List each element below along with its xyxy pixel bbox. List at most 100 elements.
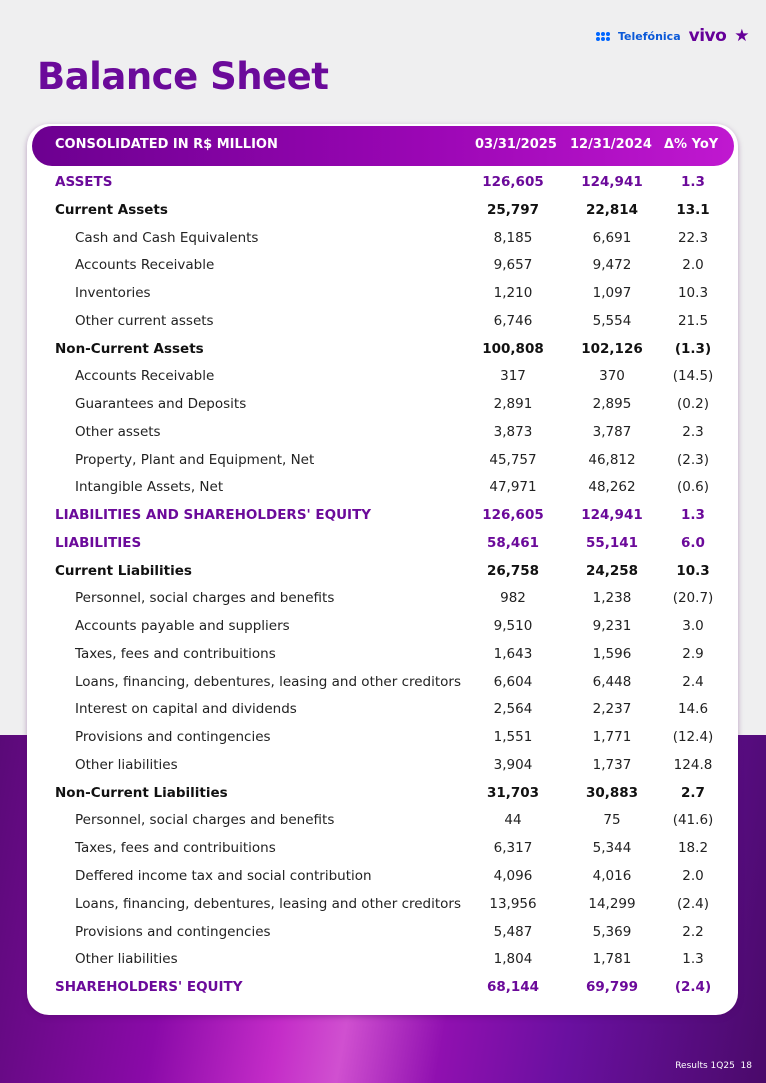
table-row: Other liabilities 3,904 1,737 124.8 xyxy=(27,753,738,779)
table-row: Non-Current Assets 100,808 102,126 (1.3) xyxy=(27,337,738,363)
value-yoy: (1.3) xyxy=(674,340,712,357)
table-row: Non-Current Liabilities 31,703 30,883 2.7 xyxy=(27,781,738,807)
row-label: Intangible Assets, Net xyxy=(75,479,224,496)
telefonica-logo-icon xyxy=(596,31,610,41)
value-03-31-2025: 31,703 xyxy=(486,784,540,801)
value-12-31-2024: 30,883 xyxy=(585,784,639,801)
table-row: Loans, financing, debentures, leasing an… xyxy=(27,892,738,918)
value-03-31-2025: 13,956 xyxy=(489,895,537,912)
row-label: Property, Plant and Equipment, Net xyxy=(75,451,315,468)
table-row: Other current assets 6,746 5,554 21.5 xyxy=(27,309,738,335)
row-label: Other current assets xyxy=(75,312,214,329)
table-row: LIABILITIES AND SHAREHOLDERS' EQUITY 126,… xyxy=(27,503,738,529)
table-row: Loans, financing, debentures, leasing an… xyxy=(27,670,738,696)
value-yoy: 2.0 xyxy=(682,257,704,274)
table-row: Inventories 1,210 1,097 10.3 xyxy=(27,281,738,307)
value-12-31-2024: 1,596 xyxy=(592,645,632,662)
header-col-2: 12/31/2024 xyxy=(570,137,652,152)
table-row: Accounts Receivable 9,657 9,472 2.0 xyxy=(27,253,738,279)
value-03-31-2025: 58,461 xyxy=(486,534,540,551)
row-label: Non-Current Liabilities xyxy=(55,784,228,801)
row-label: Personnel, social charges and benefits xyxy=(75,590,335,607)
value-03-31-2025: 6,604 xyxy=(493,673,533,690)
value-12-31-2024: 2,895 xyxy=(592,396,632,413)
row-label: Inventories xyxy=(75,285,151,302)
value-12-31-2024: 1,238 xyxy=(592,590,632,607)
vivo-logo-text: vivo xyxy=(688,26,727,46)
value-12-31-2024: 46,812 xyxy=(588,451,636,468)
row-label: Other liabilities xyxy=(75,951,178,968)
row-label: Provisions and contingencies xyxy=(75,923,271,940)
value-yoy: 2.4 xyxy=(682,673,704,690)
value-03-31-2025: 25,797 xyxy=(486,201,540,218)
row-label: Cash and Cash Equivalents xyxy=(75,229,259,246)
value-12-31-2024: 22,814 xyxy=(585,201,639,218)
value-12-31-2024: 1,097 xyxy=(592,285,632,302)
logo: Telefónica vivo ★ xyxy=(596,26,750,46)
table-row: Guarantees and Deposits 2,891 2,895 (0.2) xyxy=(27,392,738,418)
value-12-31-2024: 14,299 xyxy=(588,895,636,912)
value-yoy: (0.2) xyxy=(676,396,709,413)
value-03-31-2025: 982 xyxy=(500,590,526,607)
row-label: Deffered income tax and social contribut… xyxy=(75,868,372,884)
value-yoy: 2.7 xyxy=(681,784,705,801)
value-12-31-2024: 1,737 xyxy=(592,756,632,773)
row-label: Provisions and contingencies xyxy=(75,729,271,746)
row-label: LIABILITIES xyxy=(55,534,142,551)
value-yoy: (2.3) xyxy=(676,451,709,468)
value-03-31-2025: 317 xyxy=(500,368,526,385)
footer-text: Results 1Q25 xyxy=(675,1061,735,1071)
value-03-31-2025: 2,891 xyxy=(493,396,533,413)
row-label: ASSETS xyxy=(55,174,113,190)
table-header: CONSOLIDATED IN R$ MILLION 03/31/2025 12… xyxy=(32,126,734,166)
value-03-31-2025: 126,605 xyxy=(482,174,544,190)
value-yoy: 18.2 xyxy=(677,840,709,857)
value-03-31-2025: 1,210 xyxy=(493,285,533,302)
table-row: Current Assets 25,797 22,814 13.1 xyxy=(27,198,738,224)
value-yoy: 2.3 xyxy=(682,423,704,440)
value-12-31-2024: 124,941 xyxy=(581,174,643,190)
value-12-31-2024: 55,141 xyxy=(585,534,639,551)
value-yoy: 6.0 xyxy=(681,534,705,551)
value-12-31-2024: 24,258 xyxy=(585,562,639,579)
value-12-31-2024: 102,126 xyxy=(581,340,643,357)
row-label: Interest on capital and dividends xyxy=(75,701,297,718)
table-row: Personnel, social charges and benefits 98… xyxy=(27,586,738,612)
value-yoy: 10.3 xyxy=(677,285,709,302)
table-row: Personnel, social charges and benefits 44… xyxy=(27,808,738,834)
row-label: SHAREHOLDERS' EQUITY xyxy=(55,979,243,996)
row-label: Loans, financing, debentures, leasing an… xyxy=(75,895,462,912)
value-03-31-2025: 1,804 xyxy=(493,951,533,968)
value-yoy: (2.4) xyxy=(674,979,712,996)
value-03-31-2025: 100,808 xyxy=(482,340,544,357)
telefonica-logo-text: Telefónica xyxy=(618,29,681,43)
row-label: Accounts Receivable xyxy=(75,257,215,274)
value-12-31-2024: 5,369 xyxy=(592,923,632,940)
page-number: 18 xyxy=(740,1061,752,1071)
value-03-31-2025: 1,551 xyxy=(493,729,533,746)
vivo-person-icon: ★ xyxy=(734,26,750,46)
value-12-31-2024: 1,771 xyxy=(592,729,632,746)
value-12-31-2024: 3,787 xyxy=(592,423,632,440)
value-yoy: (20.7) xyxy=(672,590,714,607)
value-03-31-2025: 6,746 xyxy=(493,312,533,329)
table-row: Provisions and contingencies 5,487 5,369 2.… xyxy=(27,920,738,946)
value-12-31-2024: 69,799 xyxy=(585,979,639,996)
value-yoy: 14.6 xyxy=(677,701,709,718)
table-row: ASSETS 126,605 124,941 1.3 xyxy=(27,170,738,196)
row-label: Accounts payable and suppliers xyxy=(75,618,290,635)
value-yoy: 1.3 xyxy=(681,174,705,190)
table-row: LIABILITIES 58,461 55,141 6.0 xyxy=(27,531,738,557)
value-03-31-2025: 68,144 xyxy=(486,979,540,996)
value-yoy: 22.3 xyxy=(677,229,709,246)
value-03-31-2025: 2,564 xyxy=(493,701,533,718)
row-label: Non-Current Assets xyxy=(55,340,204,357)
header-label: CONSOLIDATED IN R$ MILLION xyxy=(55,137,278,152)
value-03-31-2025: 1,643 xyxy=(493,645,533,662)
row-label: Current Liabilities xyxy=(55,562,192,579)
value-yoy: 124.8 xyxy=(673,756,713,773)
row-label: Taxes, fees and contribuitions xyxy=(75,645,276,662)
value-yoy: 2.0 xyxy=(682,868,704,884)
value-12-31-2024: 5,344 xyxy=(592,840,632,857)
row-label: Personnel, social charges and benefits xyxy=(75,812,335,829)
